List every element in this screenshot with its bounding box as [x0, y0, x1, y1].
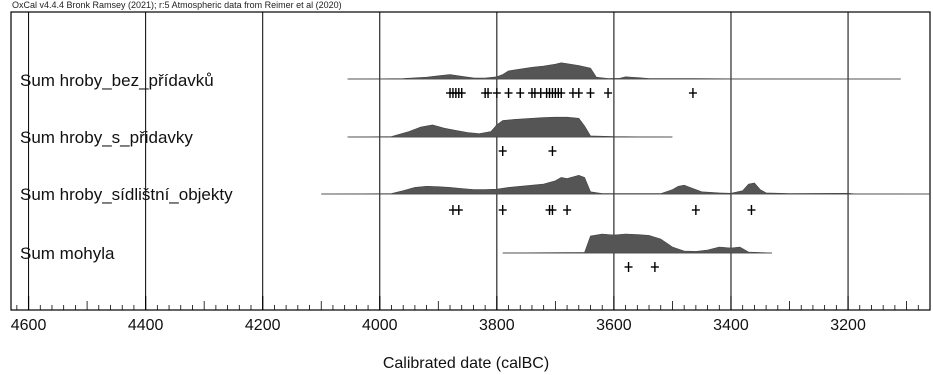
x-axis: 4600 4400 4200 4000 3800 3600 3400 3200: [11, 296, 931, 334]
density-area: [347, 62, 901, 80]
date-marker: [563, 205, 572, 215]
date-marker: [548, 146, 557, 156]
tick-label: 4000: [362, 317, 398, 334]
row-label: Sum hroby_sídlištní_objekty: [20, 185, 233, 204]
date-marker: [650, 262, 659, 272]
date-marker: [498, 205, 507, 215]
row-label: Sum hroby_bez_přídavků: [20, 71, 214, 90]
tick-label: 3200: [830, 317, 866, 334]
date-marker: [484, 88, 493, 98]
tick-label: 3600: [596, 317, 632, 334]
date-marker: [457, 88, 466, 98]
distribution-rows: Sum hroby_bez_přídavků Sum hroby_s_přidav…: [20, 62, 931, 272]
tick-label: 4400: [128, 317, 164, 334]
date-marker: [691, 205, 700, 215]
density-area: [347, 116, 673, 138]
distribution-row: Sum hroby_s_přidavky: [20, 116, 673, 156]
date-marker: [516, 88, 525, 98]
date-marker: [557, 88, 566, 98]
tick-label: 4200: [245, 317, 281, 334]
software-credit: OxCal v4.4.4 Bronk Ramsey (2021); r:5 At…: [12, 0, 342, 10]
row-label: Sum hroby_s_přidavky: [20, 128, 193, 147]
date-marker: [604, 88, 613, 98]
date-marker: [688, 88, 697, 98]
distribution-row: Sum hroby_bez_přídavků: [20, 62, 901, 98]
date-marker: [574, 88, 583, 98]
x-axis-title: Calibrated date (calBC): [383, 355, 549, 372]
tick-label: 3800: [479, 317, 515, 334]
tick-label: 4600: [11, 317, 47, 334]
density-area: [321, 174, 931, 195]
row-label: Sum mohyla: [20, 244, 115, 263]
date-marker: [624, 262, 633, 272]
date-marker: [492, 88, 501, 98]
distribution-row: Sum mohyla: [20, 233, 773, 272]
date-marker: [586, 88, 595, 98]
date-marker: [454, 205, 463, 215]
distribution-row: Sum hroby_sídlištní_objekty: [20, 174, 931, 215]
plot-frame: [10, 11, 931, 311]
date-marker: [504, 88, 513, 98]
density-area: [502, 233, 773, 254]
grid-lines: [28, 12, 849, 310]
date-marker: [548, 205, 557, 215]
date-marker: [498, 146, 507, 156]
tick-label: 3400: [713, 317, 749, 334]
date-marker: [747, 205, 756, 215]
